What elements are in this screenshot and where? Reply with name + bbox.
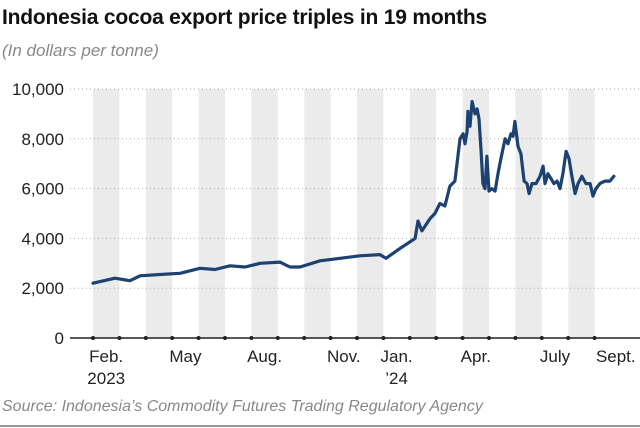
month-band [93,89,120,338]
month-band [251,89,278,338]
y-tick-label: 8,000 [21,130,64,149]
x-tick-label-year: 2023 [87,369,125,388]
x-tick-dot [275,336,280,340]
x-tick-dot [117,336,122,340]
x-tick-dot [592,336,597,340]
y-tick-label: 10,000 [12,80,64,99]
month-band [304,89,331,338]
x-tick-dot [91,336,95,340]
x-tick-label: May [169,347,202,366]
x-tick-dot [407,336,412,340]
x-tick-dot [460,336,465,340]
x-tick-dot [302,336,307,340]
chart-title: Indonesia cocoa export price triples in … [2,6,487,29]
x-tick-dot [249,336,254,340]
x-tick-label: Apr. [461,347,491,366]
x-tick-label: Nov. [327,347,361,366]
x-tick-dot [355,336,359,340]
month-band [515,89,542,338]
x-tick-dot [381,336,386,340]
x-tick-dot [196,336,201,340]
x-tick-label: July [540,347,571,366]
month-band [198,89,225,338]
month-band [145,89,173,338]
y-tick-label: 4,000 [21,229,64,248]
bottom-rule [0,425,640,427]
x-tick-label-year: ’24 [385,369,408,388]
x-tick-dot [434,336,439,340]
chart-subtitle: (In dollars per tonne) [2,41,159,60]
x-tick-label: Jan. [381,347,413,366]
y-tick-label: 0 [55,329,64,348]
x-tick-label: Sept. [596,347,636,366]
y-tick-label: 2,000 [21,279,64,298]
month-band [409,89,437,338]
x-tick-dot [170,336,175,340]
x-tick-dot [223,336,227,340]
month-band [568,89,595,338]
x-tick-dot [566,336,571,340]
x-tick-dot [513,336,518,340]
price-line [91,99,616,285]
x-tick-dot [539,336,544,340]
x-tick-dot [143,336,148,340]
y-tick-label: 6,000 [21,180,64,199]
source-note: Source: Indonesia’s Commodity Futures Tr… [2,398,483,415]
x-tick-label: Aug. [247,347,282,366]
month-band [357,89,384,338]
x-tick-dot [328,336,333,340]
x-tick-dot [487,336,491,340]
x-tick-label: Feb. [89,347,123,366]
